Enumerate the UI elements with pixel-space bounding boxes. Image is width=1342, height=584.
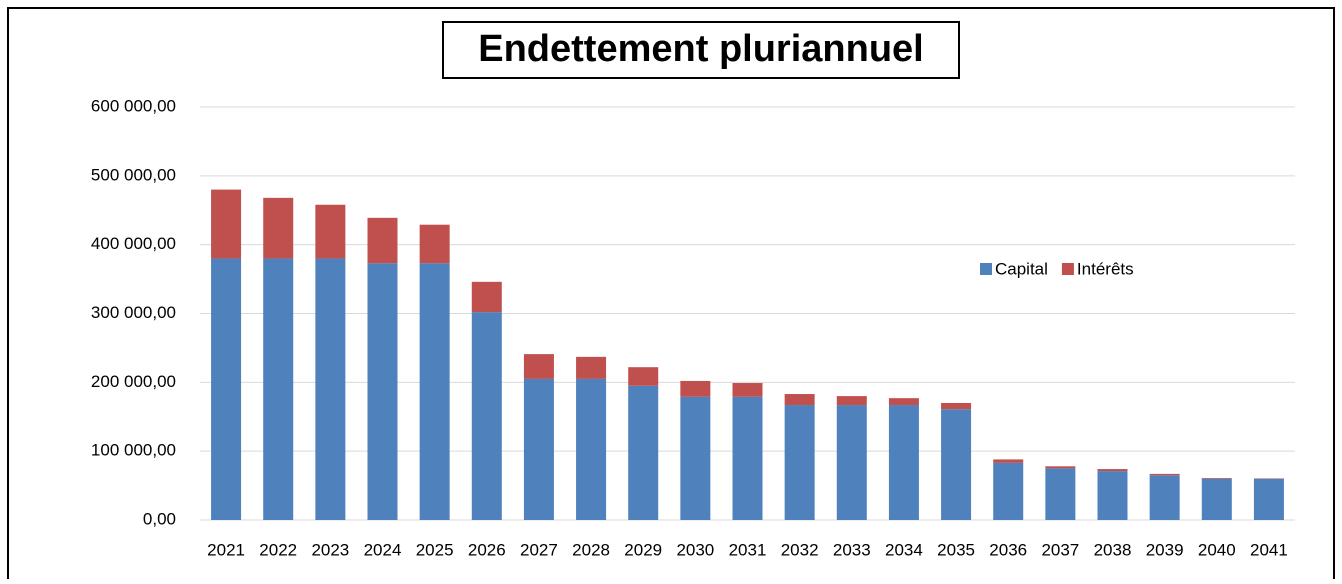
bar-segment: [211, 258, 241, 520]
bar-segment: [628, 386, 658, 520]
x-tick-label: 2040: [1198, 540, 1236, 559]
x-tick-label: 2031: [729, 540, 767, 559]
bar-segment: [472, 312, 502, 520]
x-tick-label: 2037: [1041, 540, 1079, 559]
chart-title: Endettement pluriannuel: [478, 28, 923, 70]
legend-swatch: [1062, 263, 1074, 275]
bar-segment: [524, 354, 554, 379]
x-tick-label: 2038: [1094, 540, 1132, 559]
bar-segment: [368, 218, 398, 263]
y-tick-label: 600 000,00: [91, 96, 176, 115]
bar-segment: [1098, 471, 1128, 520]
bar-segment: [837, 405, 867, 520]
bar-segment: [628, 367, 658, 386]
x-tick-label: 2023: [311, 540, 349, 559]
y-tick-label: 100 000,00: [91, 441, 176, 460]
bar-segment: [576, 357, 606, 379]
bar-segment: [1045, 466, 1075, 468]
bar-segment: [993, 463, 1023, 520]
bar-segment: [1150, 475, 1180, 520]
legend-label: Intérêts: [1077, 259, 1134, 278]
bar-segment: [524, 379, 554, 520]
legend-swatch: [980, 263, 992, 275]
y-tick-label: 500 000,00: [91, 165, 176, 184]
y-tick-label: 300 000,00: [91, 303, 176, 322]
bar-segment: [941, 409, 971, 520]
bar-segment: [1045, 468, 1075, 520]
bar-segment: [680, 381, 710, 397]
x-tick-label: 2028: [572, 540, 610, 559]
x-tick-label: 2026: [468, 540, 506, 559]
bar-segment: [263, 258, 293, 520]
bar-segment: [211, 190, 241, 259]
bar-segment: [420, 263, 450, 520]
bar-segment: [733, 383, 763, 397]
bar-segment: [837, 396, 867, 405]
x-tick-label: 2027: [520, 540, 558, 559]
bar-segment: [785, 394, 815, 405]
bar-segment: [680, 397, 710, 520]
x-tick-label: 2035: [937, 540, 975, 559]
bar-segment: [368, 263, 398, 520]
bar-segment: [993, 459, 1023, 462]
bar-segment: [1098, 469, 1128, 471]
x-tick-label: 2030: [676, 540, 714, 559]
bar-segment: [889, 398, 919, 405]
bar-segment: [263, 198, 293, 259]
bar-segment: [1202, 479, 1232, 520]
legend-label: Capital: [995, 259, 1048, 278]
y-tick-label: 200 000,00: [91, 372, 176, 391]
x-tick-label: 2041: [1250, 540, 1288, 559]
bar-segment: [785, 405, 815, 520]
bar-segment: [1254, 479, 1284, 520]
x-tick-label: 2036: [989, 540, 1027, 559]
x-tick-label: 2021: [207, 540, 245, 559]
bar-segment: [1202, 478, 1232, 479]
x-tick-label: 2022: [259, 540, 297, 559]
bar-segment: [420, 225, 450, 264]
bar-segment: [1150, 474, 1180, 475]
bar-segment: [941, 403, 971, 409]
bar-segment: [576, 379, 606, 520]
x-tick-label: 2024: [364, 540, 402, 559]
bar-segment: [315, 258, 345, 520]
bar-segment: [889, 405, 919, 520]
x-tick-label: 2034: [885, 540, 923, 559]
x-tick-label: 2032: [781, 540, 819, 559]
chart-frame: [8, 8, 1334, 579]
x-tick-label: 2039: [1146, 540, 1184, 559]
bar-segment: [472, 282, 502, 312]
x-tick-label: 2025: [416, 540, 454, 559]
x-tick-label: 2029: [624, 540, 662, 559]
bar-segment: [733, 397, 763, 520]
y-tick-label: 400 000,00: [91, 234, 176, 253]
bar-segment: [315, 205, 345, 259]
x-tick-label: 2033: [833, 540, 871, 559]
y-tick-label: 0,00: [143, 509, 176, 528]
